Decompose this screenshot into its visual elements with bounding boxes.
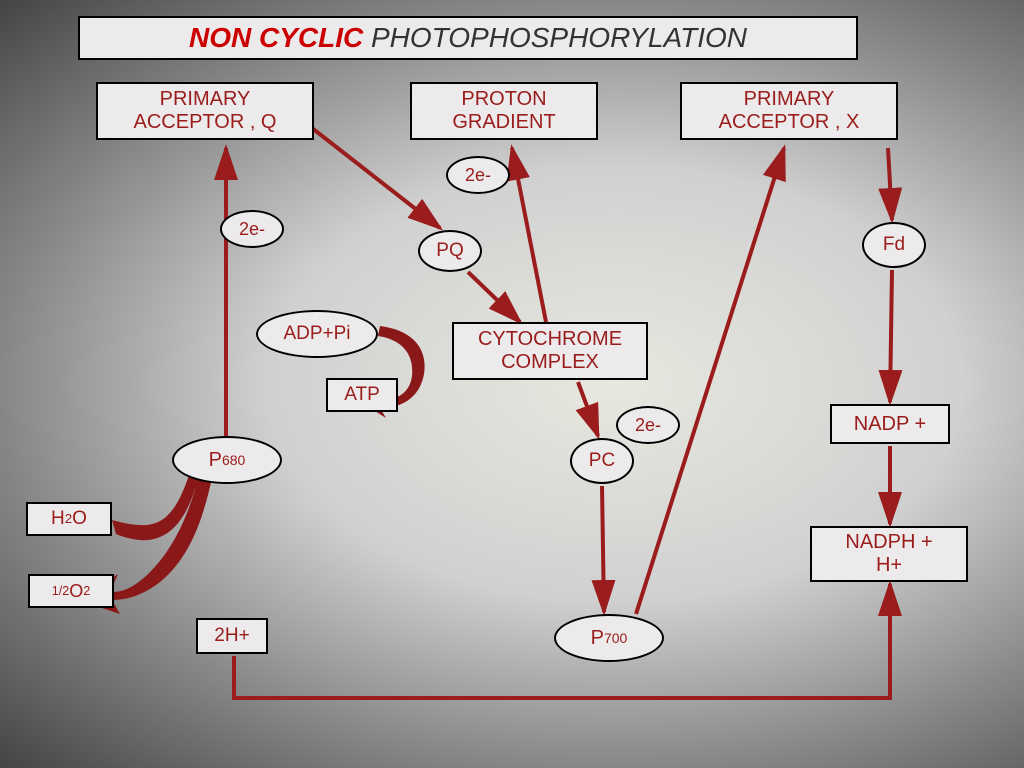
node-pc: PC (570, 438, 634, 484)
node-e2_c: 2e- (616, 406, 680, 444)
node-primaryX: PRIMARYACCEPTOR , X (680, 82, 898, 140)
node-primaryQ: PRIMARYACCEPTOR , Q (96, 82, 314, 140)
node-p680: P680 (172, 436, 282, 484)
title-prefix: NON CYCLIC (189, 22, 363, 53)
node-e2_a: 2e- (446, 156, 510, 194)
node-adp: ADP+Pi (256, 310, 378, 358)
node-h2o: H2O (26, 502, 112, 536)
diagram-canvas: NON CYCLIC PHOTOPHOSPHORYLATION PRIMARYA… (0, 0, 1024, 768)
edge-cyto-protonGrad (512, 148, 546, 322)
node-2h: 2H+ (196, 618, 268, 654)
node-p700: P700 (554, 614, 664, 662)
edge-primaryQ-pq (312, 128, 440, 228)
diagram-title: NON CYCLIC PHOTOPHOSPHORYLATION (78, 16, 858, 60)
edge-pq-cyto (468, 272, 520, 322)
node-nadp: NADP + (830, 404, 950, 444)
node-fd: Fd (862, 222, 926, 268)
edge-cyto-pc (578, 382, 598, 436)
node-protonGrad: PROTONGRADIENT (410, 82, 598, 140)
node-e2_b: 2e- (220, 210, 284, 248)
node-o2: 1/2O2 (28, 574, 114, 608)
edge-pc-p700 (602, 486, 604, 612)
edge-fd-nadp (890, 270, 892, 402)
title-suffix: PHOTOPHOSPHORYLATION (363, 22, 747, 53)
node-pq: PQ (418, 230, 482, 272)
node-cyto: CYTOCHROMECOMPLEX (452, 322, 648, 380)
edge-p700-primaryX (636, 148, 784, 614)
node-atp: ATP (326, 378, 398, 412)
edge-primaryX-fd (888, 148, 892, 220)
node-nadph: NADPH +H+ (810, 526, 968, 582)
